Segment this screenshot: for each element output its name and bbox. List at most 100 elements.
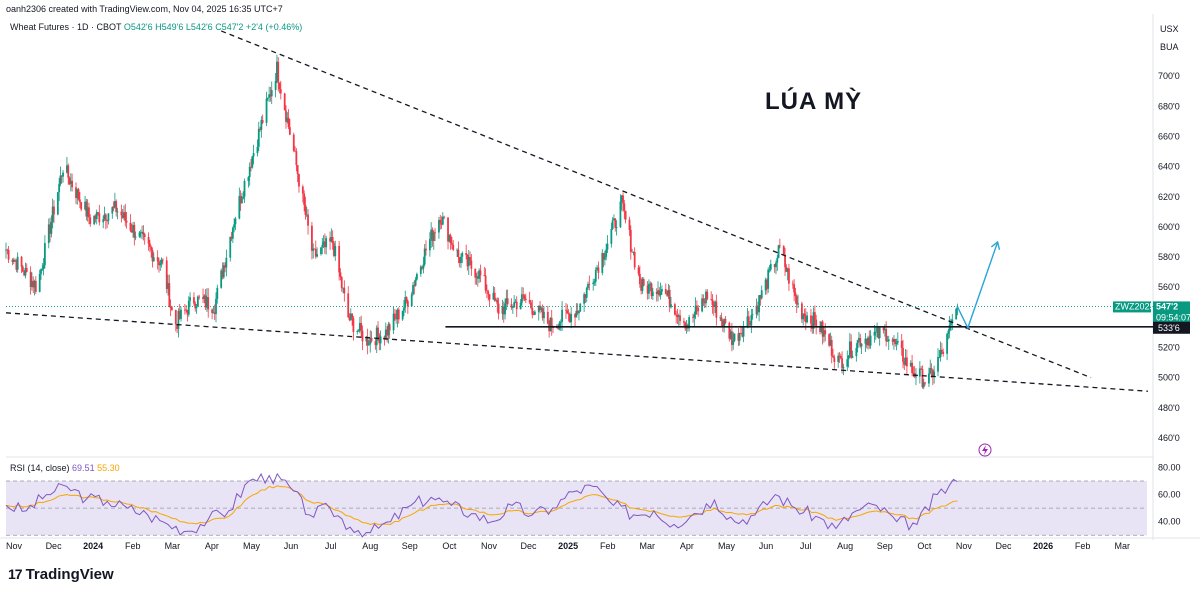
candle-body xyxy=(221,270,224,278)
time-tick-label: Mar xyxy=(165,541,181,551)
candle-body xyxy=(357,330,360,332)
axes: 460'0480'0500'0520'0540'0560'0580'0600'0… xyxy=(6,71,1181,551)
candle-body xyxy=(767,269,770,289)
candle-body xyxy=(32,280,35,288)
candle-body xyxy=(728,322,731,339)
candle-body xyxy=(368,344,370,346)
candle-body xyxy=(714,301,716,307)
candle-body xyxy=(867,337,869,346)
candle-body xyxy=(111,207,114,214)
candle-body xyxy=(242,196,245,199)
candle-body xyxy=(252,153,255,157)
candle-body xyxy=(414,279,417,286)
candle-body xyxy=(624,210,627,220)
candle-body xyxy=(167,283,169,289)
candle-body xyxy=(248,166,251,178)
level-tag-bg xyxy=(1153,321,1190,334)
time-tick-label: Sep xyxy=(402,541,418,551)
candle-body xyxy=(80,201,83,210)
candle-body xyxy=(746,316,749,327)
candle-body xyxy=(47,224,50,244)
candle-body xyxy=(347,293,350,318)
candle-body xyxy=(939,349,942,358)
tradingview-logo[interactable]: 17 TradingView xyxy=(8,566,114,583)
candle-body xyxy=(951,319,954,323)
candle-body xyxy=(295,151,298,166)
candle-body xyxy=(158,261,160,266)
candle-body xyxy=(104,214,107,221)
candle-body xyxy=(539,305,541,311)
price-tick-label: 480'0 xyxy=(1158,403,1180,413)
candle-body xyxy=(112,207,115,208)
candle-body xyxy=(640,284,643,291)
candle-body xyxy=(451,242,453,245)
candle-body xyxy=(724,319,727,323)
candle-body xyxy=(632,251,635,253)
candle-body xyxy=(115,201,118,212)
candle-body xyxy=(478,270,481,279)
level-tag: 533'6 xyxy=(1158,323,1180,333)
candle-body xyxy=(522,294,525,296)
candle-body xyxy=(294,150,296,152)
candle-body xyxy=(676,315,679,317)
candle-body xyxy=(950,322,952,326)
candle-body xyxy=(405,297,408,302)
candle-body xyxy=(186,310,189,315)
candle-body xyxy=(484,275,487,291)
candle-body xyxy=(423,248,426,265)
candle-body xyxy=(316,254,319,257)
candle-body xyxy=(67,165,70,178)
candle-body xyxy=(920,368,923,370)
rsi-tick-label: 60.00 xyxy=(1158,490,1181,500)
candle-body xyxy=(59,175,62,184)
candle-body xyxy=(719,317,722,319)
time-tick-label: Mar xyxy=(640,541,656,551)
candle-body xyxy=(458,257,461,263)
candle-body xyxy=(579,303,582,312)
candle-body xyxy=(955,308,958,320)
candle-body xyxy=(830,339,833,356)
candle-body xyxy=(233,224,236,228)
candle-body xyxy=(320,247,322,255)
candle-body xyxy=(642,279,645,286)
candle-body xyxy=(29,271,32,288)
candle-body xyxy=(207,297,210,310)
candle-body xyxy=(731,331,733,345)
candle-body xyxy=(220,270,223,288)
candle-body xyxy=(216,287,219,299)
candle-body xyxy=(430,229,433,240)
grid xyxy=(0,14,1200,540)
candle-body xyxy=(804,316,807,323)
candle-body xyxy=(764,279,767,291)
candle-body xyxy=(41,268,44,270)
candle-body xyxy=(189,297,191,301)
candle-body xyxy=(876,326,878,332)
candle-body xyxy=(204,295,207,308)
candle-body xyxy=(93,215,96,225)
candle-body xyxy=(333,243,335,256)
symbol-tag: ZWZ2025 xyxy=(1115,301,1155,311)
candle-body xyxy=(401,310,404,320)
candle-body xyxy=(751,314,754,316)
candle-body xyxy=(930,368,933,370)
candle-body xyxy=(606,243,609,250)
time-tick-label: 2025 xyxy=(558,541,578,551)
candle-body xyxy=(786,268,789,272)
candle-body xyxy=(51,206,54,222)
candle-body xyxy=(948,325,951,331)
time-tick-label: 2026 xyxy=(1033,541,1053,551)
candle-body xyxy=(530,302,532,308)
candle-body xyxy=(202,297,204,300)
time-tick-label: Jul xyxy=(325,541,337,551)
candle-body xyxy=(688,317,691,329)
price-tick-label: 500'0 xyxy=(1158,373,1180,383)
candle-body xyxy=(406,301,409,307)
candle-body xyxy=(76,189,79,199)
candle-body xyxy=(575,310,578,318)
candle-body xyxy=(395,317,398,320)
candle-body xyxy=(366,336,369,346)
candle-body xyxy=(278,82,281,90)
candle-body xyxy=(546,311,549,324)
candle-body xyxy=(33,280,36,288)
